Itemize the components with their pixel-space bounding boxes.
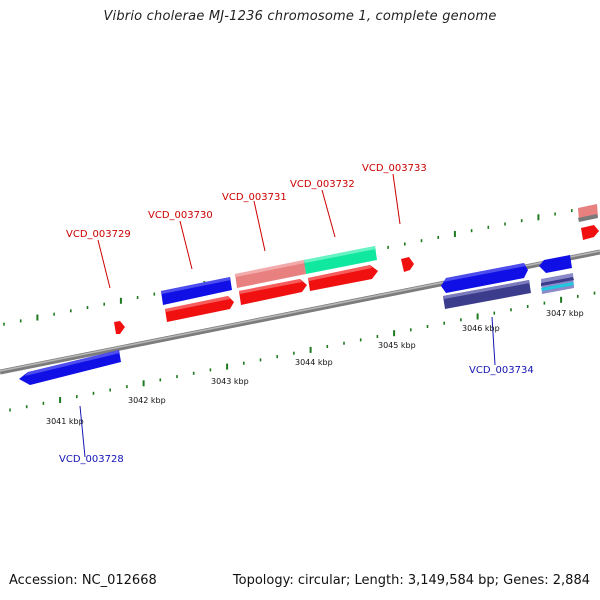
tick-labels: 3041 kbp 3042 kbp 3043 kbp 3044 kbp 3045… bbox=[46, 309, 584, 426]
tick-label-3044: 3044 kbp bbox=[295, 358, 333, 367]
gene-labels: VCD_003728 VCD_003729 VCD_003730 VCD_003… bbox=[59, 163, 534, 465]
gene-label-vcd-003731[interactable]: VCD_003731 bbox=[222, 192, 287, 203]
label-leaders bbox=[79, 173, 496, 458]
tick-label-3042: 3042 kbp bbox=[128, 396, 166, 405]
gene-feature-vcd-003734-lower[interactable] bbox=[443, 280, 531, 309]
gene-feature-right-red[interactable] bbox=[581, 225, 599, 240]
gene-feature-vcd-003730-lower[interactable] bbox=[165, 296, 234, 322]
gene-feature-vcd-003732-lower[interactable] bbox=[308, 265, 378, 291]
gene-label-vcd-003730[interactable]: VCD_003730 bbox=[148, 210, 213, 221]
gene-label-vcd-003729[interactable]: VCD_003729 bbox=[66, 229, 131, 240]
gene-feature-vcd-003734-upper[interactable] bbox=[441, 263, 528, 293]
tick-track-lower bbox=[9, 291, 596, 412]
map-title: Vibrio cholerae MJ-1236 chromosome 1, co… bbox=[103, 9, 497, 24]
gene-label-vcd-003728[interactable]: VCD_003728 bbox=[59, 454, 124, 465]
tick-label-3046: 3046 kbp bbox=[462, 324, 500, 333]
gene-feature-vcd-003731-lower[interactable] bbox=[239, 279, 307, 305]
gene-features bbox=[19, 204, 599, 385]
gene-feature-vcd-003733[interactable] bbox=[401, 257, 414, 272]
gene-feature-right-blue[interactable] bbox=[539, 255, 572, 273]
tick-label-3047: 3047 kbp bbox=[546, 309, 584, 318]
accession-label: Accession: NC_012668 bbox=[9, 573, 157, 588]
gene-feature-vcd-003730-upper[interactable] bbox=[161, 277, 232, 305]
gene-label-vcd-003734[interactable]: VCD_003734 bbox=[469, 365, 534, 376]
gene-feature-vcd-003732-upper[interactable] bbox=[304, 246, 377, 274]
tick-label-3041: 3041 kbp bbox=[46, 417, 84, 426]
gene-feature-small-red-1[interactable] bbox=[114, 321, 125, 334]
gene-label-vcd-003733[interactable]: VCD_003733 bbox=[362, 163, 427, 174]
gene-feature-vcd-003731-upper[interactable] bbox=[235, 260, 306, 288]
gene-label-vcd-003732[interactable]: VCD_003732 bbox=[290, 179, 355, 190]
tick-label-3043: 3043 kbp bbox=[211, 377, 249, 386]
tick-label-3045: 3045 kbp bbox=[378, 341, 416, 350]
genome-summary: Topology: circular; Length: 3,149,584 bp… bbox=[232, 573, 590, 588]
